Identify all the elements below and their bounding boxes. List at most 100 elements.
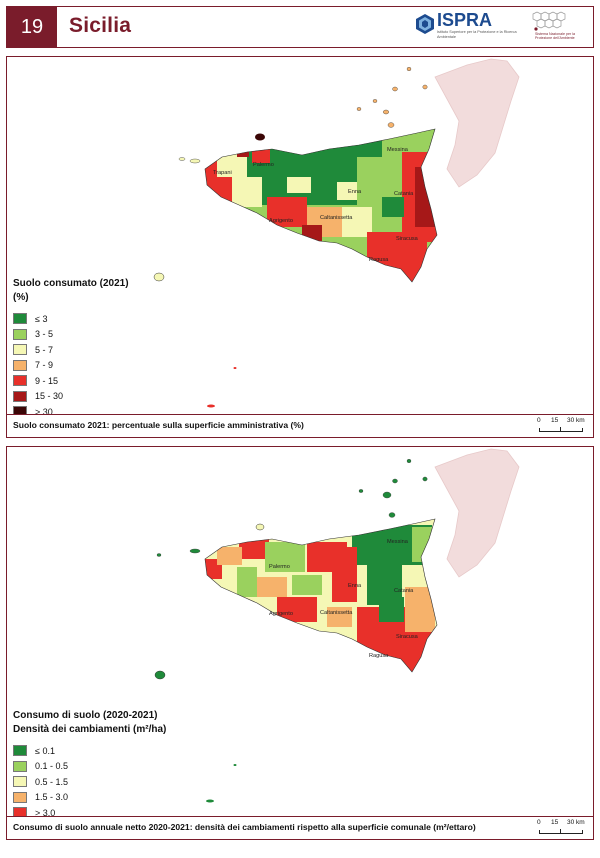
island-lampione bbox=[233, 764, 237, 766]
city-label-ragusa: Ragusa bbox=[369, 257, 389, 263]
legend-item: 5 - 7 bbox=[13, 342, 129, 358]
sicily-outline bbox=[204, 128, 438, 283]
legend-swatch bbox=[13, 375, 27, 387]
island-egadi bbox=[189, 548, 201, 554]
scale-bar: 0 15 30 km bbox=[537, 819, 585, 837]
eolie-islands bbox=[356, 66, 428, 128]
city-label-messina: Messina bbox=[387, 147, 409, 153]
city-label-caltanissetta: Caltanissetta bbox=[320, 215, 353, 221]
calabria-background bbox=[434, 448, 520, 578]
scale-bar-line bbox=[539, 428, 583, 432]
city-label-siracusa: Siracusa bbox=[396, 236, 419, 242]
legend-item: ≤ 0.1 bbox=[13, 743, 166, 759]
legend-title: Suolo consumato (2021) bbox=[13, 278, 129, 289]
scale-bar-line bbox=[539, 830, 583, 834]
city-label-agrigento: Agrigento bbox=[269, 218, 293, 224]
legend-title: Consumo di suolo (2020-2021) bbox=[13, 710, 158, 721]
legend-label: 0.1 - 0.5 bbox=[35, 761, 69, 772]
city-label-ragusa: Ragusa bbox=[369, 653, 389, 659]
legend-label: 15 - 30 bbox=[35, 391, 64, 402]
city-label-siracusa: Siracusa bbox=[396, 634, 419, 640]
island-marettimo bbox=[156, 553, 162, 557]
map-panel-soil-consumption-change: Palermo Messina Enna Catania Caltanisset… bbox=[6, 446, 594, 840]
legend-unit: (%) bbox=[13, 292, 29, 303]
scale-label-0: 0 bbox=[537, 417, 541, 424]
page-header: 19 Sicilia ISPRA Istituto Superiore per … bbox=[6, 6, 594, 48]
page-number: 19 bbox=[7, 7, 57, 47]
legend-soil-consumed: Suolo consumato (2021) (%) ≤ 3 3 - 5 5 -… bbox=[13, 277, 129, 420]
sicily-municipalities bbox=[205, 129, 437, 282]
city-label-messina: Messina bbox=[387, 539, 409, 545]
map-caption-bar: Consumo di suolo annuale netto 2020-2021… bbox=[7, 816, 593, 839]
scale-label-15: 15 bbox=[551, 417, 559, 424]
legend-item: 0.5 - 1.5 bbox=[13, 774, 166, 790]
legend-swatch bbox=[13, 344, 27, 356]
legend-label: 7 - 9 bbox=[35, 360, 54, 371]
city-label-enna: Enna bbox=[348, 189, 362, 195]
ispra-logo: ISPRA Istituto Superiore per la Protezio… bbox=[415, 10, 517, 43]
sicily-consumption-change-map: Palermo Messina Enna Catania Caltanisset… bbox=[154, 448, 520, 803]
calabria-background bbox=[434, 58, 520, 188]
map-caption-bar: Suolo consumato 2021: percentuale sulla … bbox=[7, 414, 593, 437]
legend-swatch bbox=[13, 328, 27, 340]
island-lampedusa bbox=[206, 799, 214, 803]
legend-label: 3 - 5 bbox=[35, 329, 54, 340]
snpa-subtitle: Sistema Nazionale per la Protezione dell… bbox=[535, 32, 575, 41]
scale-bar-tick bbox=[560, 829, 561, 833]
scale-label-30: 30 km bbox=[567, 819, 585, 826]
city-label-palermo: Palermo bbox=[253, 162, 274, 168]
city-label-palermo: Palermo bbox=[269, 564, 290, 570]
scale-label-30: 30 km bbox=[567, 417, 585, 424]
scale-label-15: 15 bbox=[551, 819, 559, 826]
island-egadi bbox=[189, 158, 201, 164]
snpa-logo: Sistema Nazionale per la Protezione dell… bbox=[527, 10, 591, 44]
scale-label-0: 0 bbox=[537, 819, 541, 826]
city-label-catania: Catania bbox=[394, 191, 414, 197]
scale-bar: 0 15 30 km bbox=[537, 417, 585, 435]
legend-consumption-change: Consumo di suolo (2020-2021) Densità dei… bbox=[13, 709, 166, 821]
legend-item: ≤ 3 bbox=[13, 311, 129, 327]
legend-label: ≤ 3 bbox=[35, 313, 48, 324]
city-label-caltanissetta: Caltanissetta bbox=[320, 610, 353, 616]
city-label-trapani: Trapani bbox=[213, 170, 232, 176]
legend-label: 5 - 7 bbox=[35, 344, 54, 355]
ispra-subtitle: Istituto Superiore per la Protezione e l… bbox=[437, 30, 517, 39]
legend-swatch bbox=[13, 760, 27, 772]
island-ustica bbox=[255, 133, 265, 141]
legend-item: 1.5 - 3.0 bbox=[13, 790, 166, 806]
legend-swatch bbox=[13, 745, 27, 757]
sicily-soil-consumed-map: Trapani Palermo Messina Enna Catania Cal… bbox=[153, 58, 520, 408]
legend-swatch bbox=[13, 313, 27, 325]
legend-label: ≤ 0.1 bbox=[35, 745, 55, 756]
legend-label: 1.5 - 3.0 bbox=[35, 792, 69, 803]
map-panel-soil-consumed: Trapani Palermo Messina Enna Catania Cal… bbox=[6, 56, 594, 438]
legend-label: 0.5 - 1.5 bbox=[35, 776, 69, 787]
map-caption: Suolo consumato 2021: percentuale sulla … bbox=[13, 420, 304, 430]
city-labels: Trapani Palermo Messina Enna Catania Cal… bbox=[213, 147, 419, 263]
legend-item: 15 - 30 bbox=[13, 389, 129, 405]
island-lampione bbox=[233, 367, 237, 369]
legend-swatch bbox=[13, 359, 27, 371]
legend-item: 7 - 9 bbox=[13, 358, 129, 374]
legend-item: 9 - 15 bbox=[13, 373, 129, 389]
legend-swatch bbox=[13, 791, 27, 803]
legend-item: 3 - 5 bbox=[13, 327, 129, 343]
city-labels: Palermo Messina Enna Catania Caltanisset… bbox=[269, 539, 419, 659]
region-title: Sicilia bbox=[69, 14, 132, 37]
legend-label: > 30 bbox=[35, 406, 53, 417]
legend-unit: Densità dei cambiamenti (m²/ha) bbox=[13, 724, 167, 735]
city-label-catania: Catania bbox=[394, 588, 414, 594]
legend-label: > 3.0 bbox=[35, 807, 56, 818]
ispra-emblem-icon bbox=[416, 14, 434, 34]
legend-swatch bbox=[13, 390, 27, 402]
island-marettimo bbox=[178, 157, 186, 161]
city-label-enna: Enna bbox=[348, 583, 362, 589]
scale-bar-tick bbox=[560, 427, 561, 431]
legend-swatch bbox=[13, 776, 27, 788]
island-pantelleria bbox=[153, 272, 165, 282]
snpa-hexagon-network-icon bbox=[532, 11, 566, 31]
legend-item: 0.1 - 0.5 bbox=[13, 759, 166, 775]
island-lampedusa bbox=[207, 404, 215, 408]
ispra-wordmark: ISPRA bbox=[437, 10, 493, 30]
sicily-municipalities bbox=[205, 519, 437, 672]
